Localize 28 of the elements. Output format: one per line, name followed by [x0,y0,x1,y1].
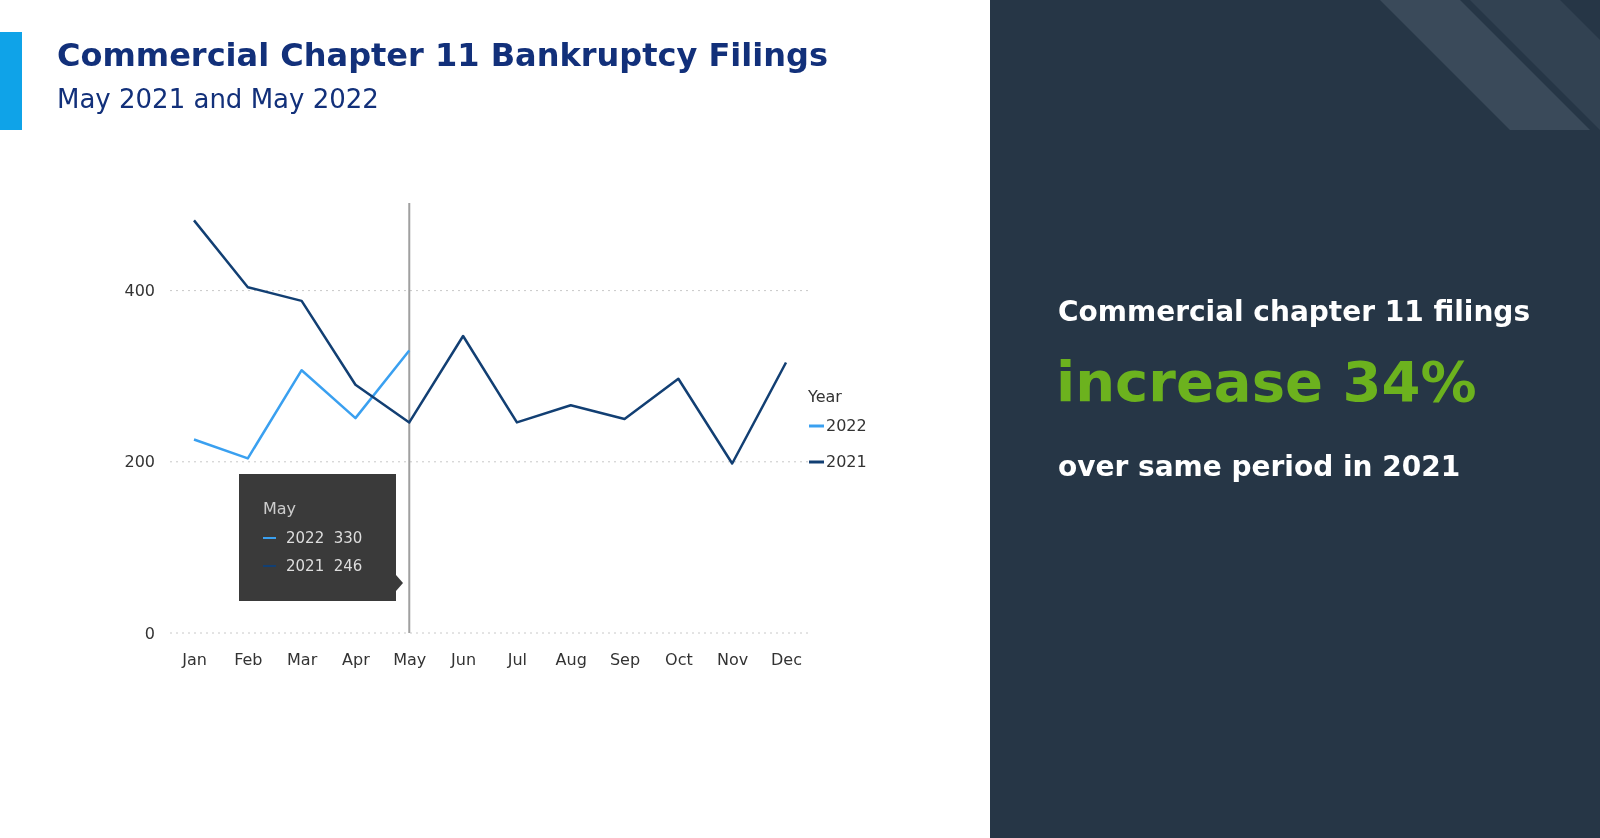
annotation: May [263,499,297,518]
legend-label: 2021 [826,452,867,471]
chart-title: Commercial Chapter 11 Bankruptcy Filings [57,36,828,74]
y-tick-label: 200 [124,452,155,472]
annotation: 2021 246 [286,557,363,575]
legend-label: 2022 [826,416,867,435]
x-tick-label: Jan [181,650,207,670]
x-tick-label: Jul [506,650,528,670]
x-tick-label: Sep [609,650,641,670]
x-tick-label: Nov [717,650,749,670]
x-tick-label: Jun [450,650,477,670]
line-series [192,219,788,465]
x-tick-label: Feb [234,650,263,670]
text: increase 34% [1056,349,1477,414]
x-tick-label: May [393,650,427,670]
x-tick-label: Oct [665,650,693,670]
line-series [192,349,411,460]
x-tick-label: Dec [771,650,802,670]
text: Commercial chapter 11 filings [1058,295,1531,328]
annotation: 2022 330 [286,529,363,547]
y-tick-label: 400 [124,281,155,301]
x-tick-label: Mar [287,650,318,670]
y-tick-label: 0 [144,623,155,643]
legend-title: Year [807,387,843,406]
text: over same period in 2021 [1058,450,1461,483]
x-tick-label: Apr [342,650,371,670]
x-tick-label: Aug [555,650,587,670]
chart-subtitle: May 2021 and May 2022 [57,84,379,114]
